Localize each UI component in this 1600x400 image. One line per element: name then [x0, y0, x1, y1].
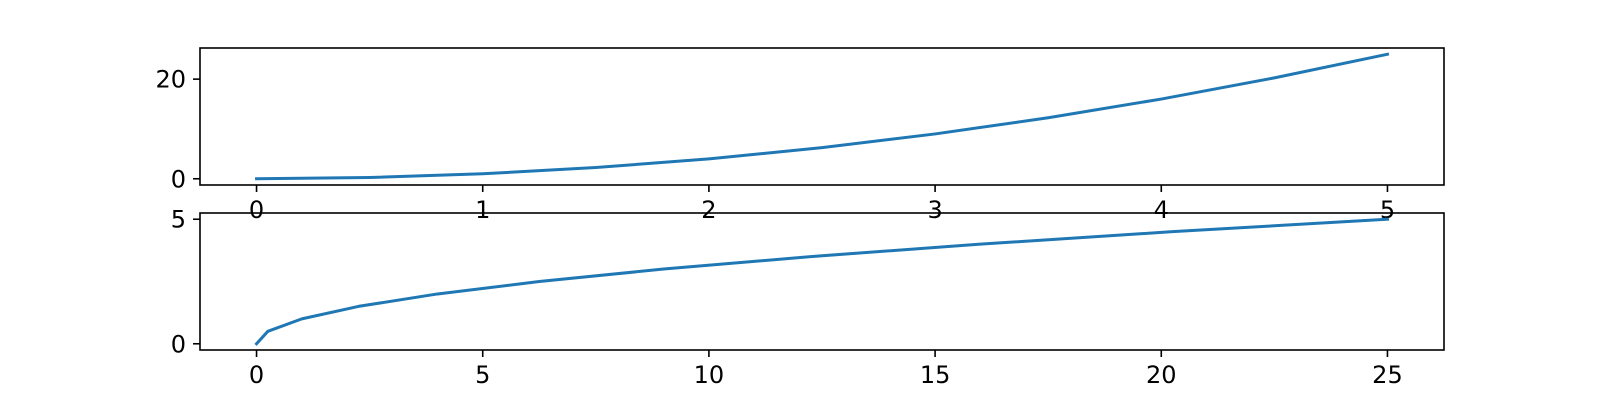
x-tick-label: 3 [927, 196, 942, 224]
x-tick-label: 0 [249, 361, 264, 389]
x-tick-label: 5 [1380, 196, 1395, 224]
x-tick-label: 10 [694, 361, 725, 389]
axes-frame [199, 212, 1445, 351]
y-tick-label: 0 [171, 330, 186, 358]
x-tick-label: 2 [701, 196, 716, 224]
top-subplot: 0 1 2 3 4 5 0 20 [155, 47, 1445, 224]
x-tick-label: 15 [920, 361, 951, 389]
y-tick-label: 0 [171, 165, 186, 193]
series-line [255, 52, 1390, 181]
axes-frame [199, 47, 1445, 186]
series-line [254, 217, 1390, 346]
x-tick-label: 25 [1372, 361, 1403, 389]
x-tick-label: 0 [249, 196, 264, 224]
x-tick-label: 20 [1146, 361, 1177, 389]
x-tick-label: 4 [1154, 196, 1169, 224]
x-tick-label: 5 [475, 361, 490, 389]
y-tick-label: 20 [155, 66, 186, 94]
bottom-subplot: 0 5 10 15 20 25 0 5 [171, 206, 1445, 389]
y-tick-label: 5 [171, 206, 186, 234]
x-tick-label: 1 [475, 196, 490, 224]
